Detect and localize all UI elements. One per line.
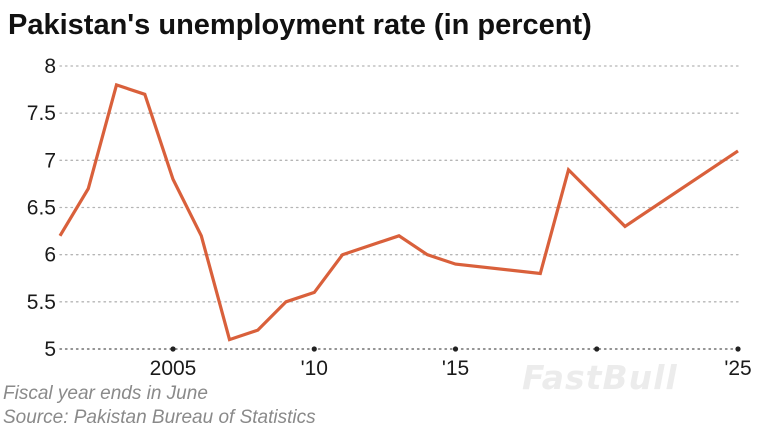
x-tick-label: '15 bbox=[442, 357, 469, 380]
x-tick-label: '10 bbox=[301, 357, 328, 380]
data-point bbox=[256, 328, 260, 332]
data-point bbox=[228, 338, 232, 342]
y-tick-label: 8 bbox=[44, 55, 56, 78]
data-point bbox=[143, 92, 147, 96]
data-point bbox=[58, 234, 62, 238]
y-tick-label: 5 bbox=[44, 338, 56, 361]
x-tick-mark bbox=[594, 346, 599, 351]
y-tick-label: 6 bbox=[44, 244, 56, 267]
x-tick-label: '25 bbox=[724, 357, 751, 380]
x-tick-label: 2005 bbox=[150, 357, 197, 380]
x-tick-mark bbox=[312, 346, 317, 351]
data-point bbox=[454, 262, 458, 266]
data-point bbox=[171, 177, 175, 181]
data-point bbox=[567, 168, 571, 172]
data-point bbox=[86, 187, 90, 191]
data-point bbox=[736, 149, 740, 153]
gridlines bbox=[60, 66, 738, 302]
data-point bbox=[623, 224, 627, 228]
y-tick-label: 5.5 bbox=[27, 291, 56, 314]
data-point bbox=[312, 290, 316, 294]
chart-title: Pakistan's unemployment rate (in percent… bbox=[8, 8, 592, 42]
series bbox=[58, 83, 740, 342]
y-tick-label: 6.5 bbox=[27, 197, 56, 220]
data-point bbox=[538, 272, 542, 276]
source-note: Source: Pakistan Bureau of Statistics bbox=[3, 407, 316, 429]
data-point bbox=[341, 253, 345, 257]
data-point bbox=[199, 234, 203, 238]
x-tick-mark bbox=[735, 346, 740, 351]
data-point bbox=[115, 83, 119, 87]
x-tick-mark bbox=[453, 346, 458, 351]
data-point bbox=[397, 234, 401, 238]
y-axis-ticks: 5 5.5 6 6.5 7 7.5 8 bbox=[27, 55, 56, 361]
data-point bbox=[284, 300, 288, 304]
y-tick-label: 7 bbox=[44, 149, 56, 172]
data-point bbox=[425, 253, 429, 257]
footnote: Fiscal year ends in June bbox=[3, 383, 208, 405]
series-line-unemployment bbox=[60, 85, 738, 340]
y-tick-label: 7.5 bbox=[27, 102, 56, 125]
x-tick-mark bbox=[170, 346, 175, 351]
watermark-logo: FastBull bbox=[522, 358, 678, 397]
